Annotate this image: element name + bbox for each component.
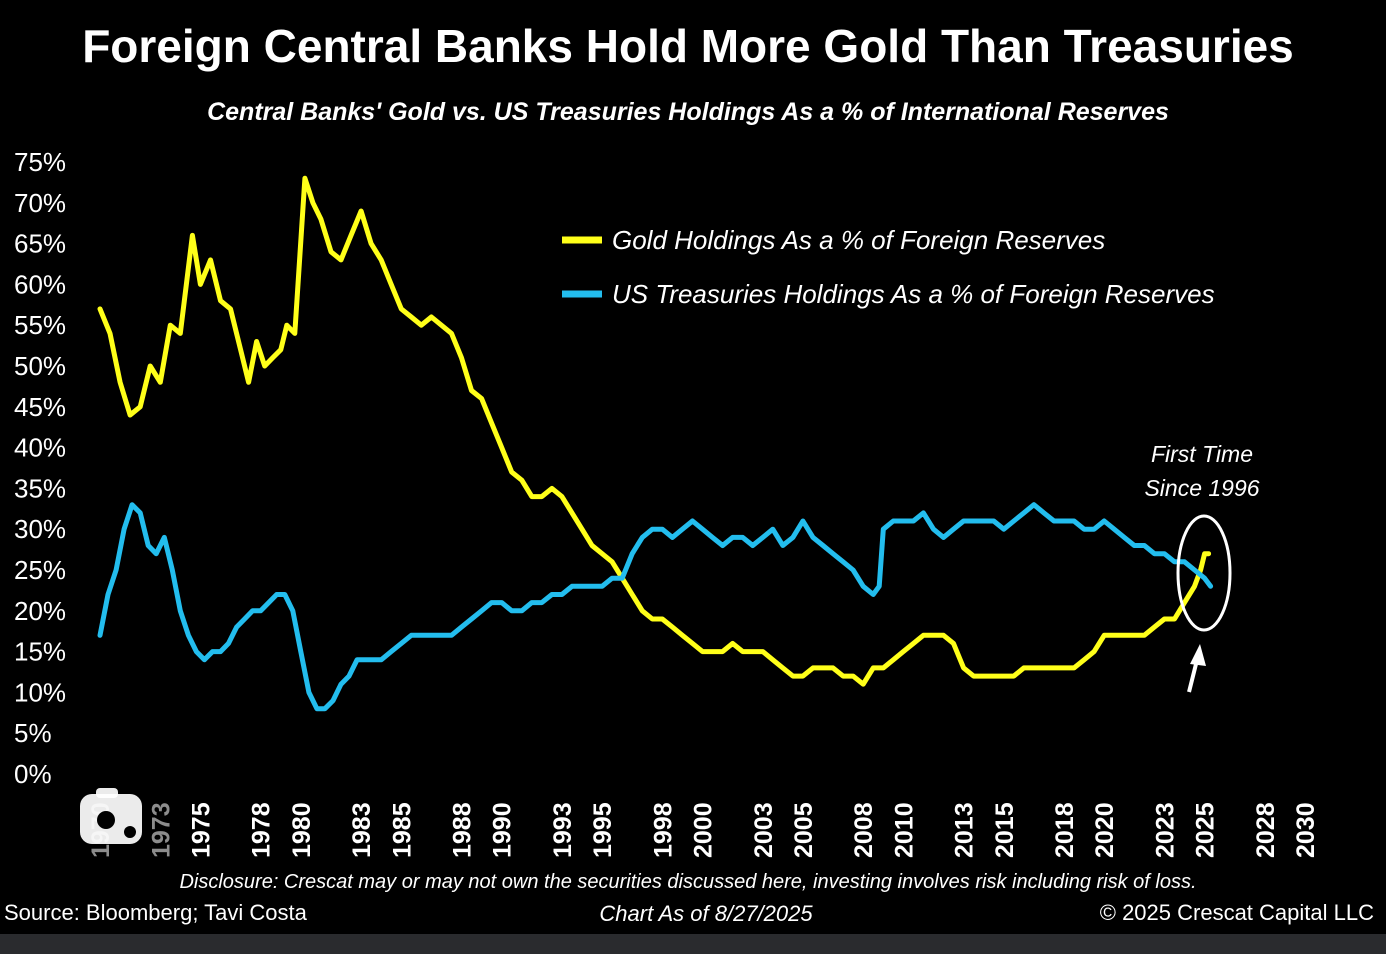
y-tick-label: 20% <box>14 596 66 626</box>
annotation-line2: Since 1996 <box>1144 475 1259 501</box>
photo-icon-dot <box>124 826 136 838</box>
highlight-ellipse <box>1176 514 1232 632</box>
x-axis-ticks: 1970197319751978198019831985198819901993… <box>87 802 1320 858</box>
chart-subtitle: Central Banks' Gold vs. US Treasuries Ho… <box>207 98 1169 126</box>
y-tick-label: 35% <box>14 473 66 503</box>
source-text: Source: Bloomberg; Tavi Costa <box>4 900 308 925</box>
x-tick-label: 2025 <box>1192 802 1220 858</box>
photo-icon-top <box>96 788 118 798</box>
chart-title: Foreign Central Banks Hold More Gold Tha… <box>82 20 1294 72</box>
y-tick-label: 10% <box>14 677 66 707</box>
x-tick-label: 1993 <box>549 802 577 858</box>
x-tick-label: 1975 <box>187 802 215 858</box>
x-tick-label: 1973 <box>147 802 175 858</box>
up-arrow-icon <box>1190 644 1206 666</box>
x-tick-label: 2000 <box>690 802 718 858</box>
x-tick-label: 1978 <box>248 802 276 858</box>
y-tick-label: 50% <box>14 351 66 381</box>
y-tick-label: 70% <box>14 188 66 218</box>
legend: Gold Holdings As a % of Foreign Reserves… <box>562 225 1215 309</box>
x-tick-label: 2003 <box>750 802 778 858</box>
photo-edit-icon[interactable] <box>78 784 144 846</box>
photo-edit-icon-svg <box>80 788 142 844</box>
y-tick-label: 25% <box>14 555 66 585</box>
chart-date-text: Chart As of 8/27/2025 <box>599 901 813 926</box>
x-tick-label: 2018 <box>1051 802 1079 858</box>
disclosure-text: Disclosure: Crescat may or may not own t… <box>179 871 1196 893</box>
x-tick-label: 2015 <box>991 802 1019 858</box>
x-tick-label: 2008 <box>850 802 878 858</box>
x-tick-label: 2005 <box>790 802 818 858</box>
photo-icon-lens <box>97 811 115 829</box>
y-tick-label: 5% <box>14 718 52 748</box>
x-tick-label: 1998 <box>649 802 677 858</box>
x-tick-label: 1990 <box>489 802 517 858</box>
y-tick-label: 75% <box>14 147 66 177</box>
legend-label-treasuries: US Treasuries Holdings As a % of Foreign… <box>612 279 1215 309</box>
series-line-gold <box>97 175 1212 687</box>
legend-label-gold: Gold Holdings As a % of Foreign Reserves <box>612 225 1105 255</box>
y-tick-label: 45% <box>14 392 66 422</box>
x-tick-label: 1988 <box>449 802 477 858</box>
y-axis-ticks: 75% 70% 65% 60% 55% 50% 45% 40% 35% 30% 25% 20% 15% 1… <box>14 147 66 789</box>
x-tick-label: 2020 <box>1091 802 1119 858</box>
first-time-annotation: First Time Since 1996 <box>1144 441 1260 693</box>
series-line-treasuries <box>97 502 1214 712</box>
x-tick-label: 1985 <box>388 802 416 858</box>
x-tick-label: 1983 <box>348 802 376 858</box>
x-tick-label: 2013 <box>951 802 979 858</box>
x-tick-label: 2028 <box>1252 802 1280 858</box>
series-layer <box>97 175 1214 712</box>
x-tick-label: 1980 <box>288 802 316 858</box>
y-tick-label: 15% <box>14 637 66 667</box>
y-tick-label: 65% <box>14 229 66 259</box>
y-tick-label: 40% <box>14 433 66 463</box>
annotation-line1: First Time <box>1151 441 1253 467</box>
y-tick-label: 0% <box>14 759 52 789</box>
bottom-bar <box>0 934 1386 954</box>
copyright-text: © 2025 Crescat Capital LLC <box>1100 900 1374 925</box>
y-tick-label: 55% <box>14 310 66 340</box>
x-tick-label: 1995 <box>589 802 617 858</box>
x-tick-label: 2023 <box>1151 802 1179 858</box>
y-tick-label: 60% <box>14 269 66 299</box>
y-tick-label: 30% <box>14 514 66 544</box>
x-tick-label: 2010 <box>890 802 918 858</box>
x-tick-label: 2030 <box>1292 802 1320 858</box>
